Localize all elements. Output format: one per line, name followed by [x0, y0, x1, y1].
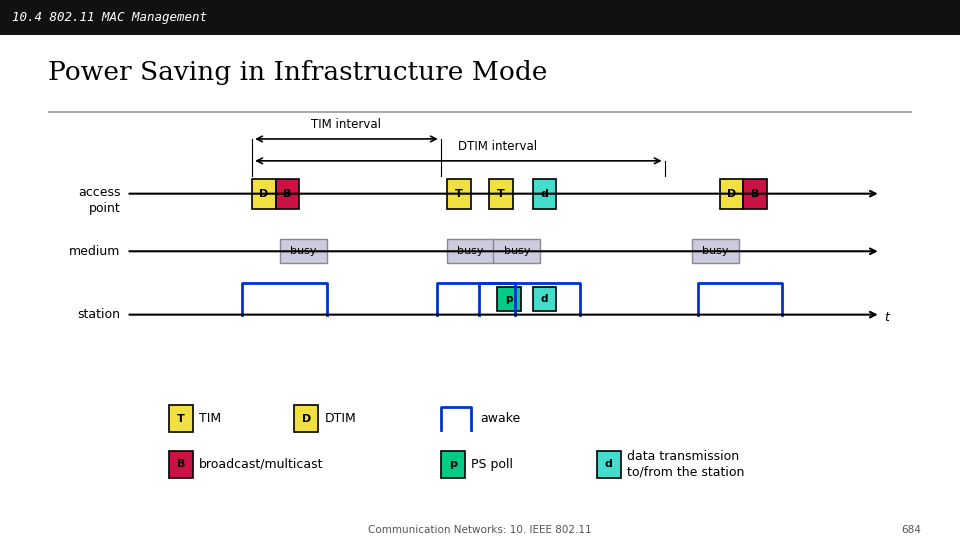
Text: TIM: TIM: [200, 412, 222, 425]
Text: Power Saving in Infrastructure Mode: Power Saving in Infrastructure Mode: [48, 60, 547, 85]
Text: T: T: [178, 414, 185, 423]
Text: T: T: [497, 188, 505, 199]
Text: broadcast/multicast: broadcast/multicast: [200, 458, 324, 471]
Text: awake: awake: [480, 412, 520, 425]
Text: d: d: [605, 460, 612, 469]
Text: B: B: [177, 460, 185, 469]
Text: DTIM interval: DTIM interval: [458, 140, 538, 153]
FancyBboxPatch shape: [279, 239, 326, 264]
FancyBboxPatch shape: [252, 179, 276, 208]
Text: t: t: [884, 311, 889, 324]
Text: TIM interval: TIM interval: [311, 118, 381, 131]
Text: B: B: [283, 188, 292, 199]
FancyBboxPatch shape: [533, 287, 556, 311]
FancyBboxPatch shape: [720, 179, 743, 208]
Text: d: d: [540, 188, 548, 199]
Text: p: p: [505, 294, 513, 304]
Text: D: D: [727, 188, 736, 199]
Text: B: B: [751, 188, 759, 199]
Text: D: D: [259, 188, 269, 199]
Text: D: D: [301, 414, 311, 423]
Text: Communication Networks: 10. IEEE 802.11: Communication Networks: 10. IEEE 802.11: [369, 524, 591, 535]
FancyBboxPatch shape: [169, 451, 193, 478]
Text: busy: busy: [290, 246, 317, 256]
FancyBboxPatch shape: [276, 179, 300, 208]
Text: station: station: [77, 308, 120, 321]
FancyBboxPatch shape: [533, 179, 556, 208]
FancyBboxPatch shape: [497, 287, 521, 311]
Text: data transmission
to/from the station: data transmission to/from the station: [627, 450, 744, 479]
Text: 684: 684: [901, 524, 922, 535]
FancyBboxPatch shape: [447, 179, 470, 208]
FancyBboxPatch shape: [295, 405, 319, 432]
Text: p: p: [449, 460, 457, 469]
FancyBboxPatch shape: [743, 179, 767, 208]
FancyBboxPatch shape: [490, 179, 513, 208]
Text: busy: busy: [457, 246, 484, 256]
Text: access
point: access point: [78, 186, 120, 215]
Text: 10.4 802.11 MAC Management: 10.4 802.11 MAC Management: [12, 11, 206, 24]
FancyBboxPatch shape: [169, 405, 193, 432]
FancyBboxPatch shape: [447, 239, 494, 264]
FancyBboxPatch shape: [493, 239, 540, 264]
Text: PS poll: PS poll: [471, 458, 514, 471]
Text: DTIM: DTIM: [324, 412, 356, 425]
Text: medium: medium: [69, 245, 120, 258]
Text: d: d: [540, 294, 548, 304]
FancyBboxPatch shape: [597, 451, 621, 478]
FancyBboxPatch shape: [442, 451, 466, 478]
Text: busy: busy: [504, 246, 530, 256]
Text: busy: busy: [703, 246, 729, 256]
Text: T: T: [455, 188, 463, 199]
FancyBboxPatch shape: [692, 239, 739, 264]
